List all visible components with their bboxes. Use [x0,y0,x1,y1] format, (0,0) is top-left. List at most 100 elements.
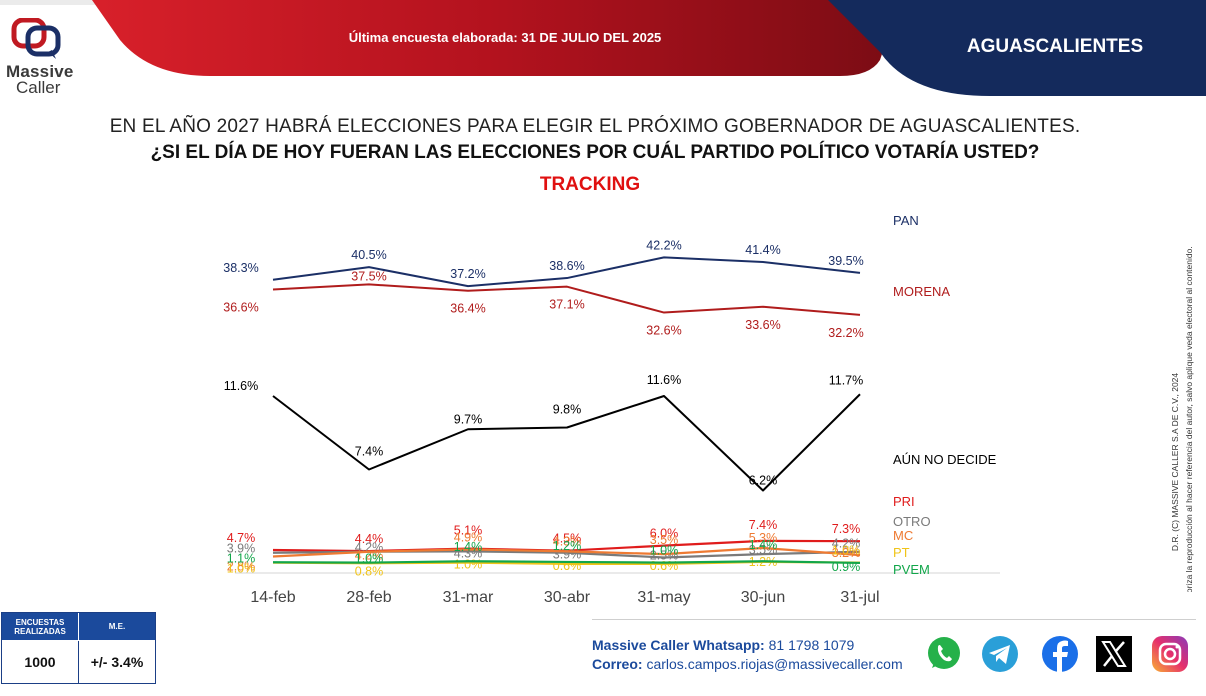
margin-error-value: +/- 3.4% [90,654,144,670]
x-tick-label: 30-jun [741,589,785,606]
data-label-pvem: 1.2% [553,539,582,553]
series-line-pan [272,256,861,288]
data-label-pvem: 0.9% [832,560,861,574]
copyright-line-2: Se autoriza la reproducción al hacer ref… [1184,246,1194,592]
data-label-morena: 37.5% [351,269,386,283]
series-line-pvem [272,560,861,565]
data-label-pt: 1.0% [227,562,256,576]
x-tick-label: 31-mar [443,589,494,606]
legend-label-pt: PT [893,545,910,560]
data-label-morena: 37.1% [549,298,584,312]
data-label-morena: 36.6% [223,301,258,315]
email-label: Correo: [592,656,643,672]
data-label-pri: 6.0% [650,527,679,541]
question-line-1: EN EL AÑO 2027 HABRÁ ELECCIONES PARA ELE… [109,116,1081,137]
data-label-mc: 4.3% [553,534,582,548]
data-label-mc: 4.2% [355,549,384,563]
data-label-mc: 5.3% [749,531,778,545]
data-label-pri: 4.7% [227,531,256,545]
question-line-2: ¿SI EL DÍA DE HOY FUERAN LAS ELECCIONES … [150,142,1040,163]
data-label-pan: 38.6% [549,259,584,273]
data-label-otro: 3.9% [227,542,256,556]
massive-caller-logo: Massive Caller [6,17,78,100]
email-address[interactable]: carlos.campos.riojas@massivecaller.com [646,656,903,672]
data-label-a-n-no-decide: 9.8% [553,403,582,417]
data-label-pan: 40.5% [351,248,386,262]
data-label-a-n-no-decide: 7.4% [355,445,384,459]
data-label-pri: 4.4% [355,532,384,546]
data-label-pri: 5.1% [454,524,483,538]
series-line-morena [272,283,861,316]
data-label-a-n-no-decide: 6.2% [749,474,778,488]
data-label-a-n-no-decide: 11.6% [647,373,682,387]
telegram-icon[interactable] [980,634,1020,674]
x-tick-label: 28-feb [346,589,391,606]
email-contact: Correo: carlos.campos.riojas@massivecall… [592,656,903,672]
data-label-mc: 3.2% [832,546,861,560]
data-label-pan: 37.2% [450,267,485,281]
x-tick-label: 31-may [637,589,690,606]
data-label-pt: 1.0% [454,558,483,572]
whatsapp-icon[interactable] [924,634,964,674]
data-label-pvem: 1.0% [650,544,679,558]
surveys-header: ENCUESTAS REALIZADAS [2,613,78,640]
data-label-a-n-no-decide: 9.7% [454,412,483,426]
legend-label-pri: PRI [893,494,915,509]
whatsapp-contact: Massive Caller Whatsapp: 81 1798 1079 [592,637,854,653]
legend-label-morena: MORENA [893,284,950,299]
data-label-pan: 42.2% [646,238,681,252]
data-label-morena: 32.2% [828,326,863,340]
data-label-a-n-no-decide: 11.6% [224,379,259,393]
copyright-note: D.R. (C) MASSIVE CALLER S.A DE C.V., 202… [1170,246,1194,592]
data-label-pvem: 1.4% [749,538,778,552]
data-label-pri: 7.3% [832,522,861,536]
x-icon[interactable] [1094,634,1134,674]
data-label-otro: 2.5% [650,549,679,563]
instagram-icon[interactable] [1150,634,1190,674]
data-label-pt: 0.8% [355,564,384,578]
data-label-otro: 3.5% [749,543,778,557]
x-tick-label: 31-jul [840,589,879,606]
data-label-pri: 4.5% [553,532,582,546]
data-label-morena: 36.4% [450,302,485,316]
header-banner [0,0,1206,96]
data-label-pvem: 1.4% [454,540,483,554]
legend-label-otro: OTRO [893,514,931,529]
data-label-a-n-no-decide: 11.7% [829,373,864,387]
data-label-pvem: 1.1% [227,551,256,565]
data-label-pvem: 1.0% [355,552,384,566]
x-tick-label: 14-feb [250,589,295,606]
copyright-line-1: D.R. (C) MASSIVE CALLER S.A DE C.V., 202… [1170,373,1180,552]
chart-title: TRACKING [539,174,641,195]
series-line-mc [272,546,861,558]
surveys-value: 1000 [2,641,79,683]
legend-label-pvem: PVEM [893,562,930,577]
facebook-icon[interactable] [1040,634,1080,674]
whatsapp-label: Massive Caller Whatsapp: [592,637,765,653]
legend-label-a-n-no-decide: AÚN NO DECIDE [893,452,997,467]
series-line-a-n-no-decide [272,393,861,492]
data-label-morena: 33.6% [745,318,780,332]
survey-info-table: ENCUESTAS REALIZADAS M.E. 1000 +/- 3.4% [1,612,156,684]
logo-text-massive: Massive [6,62,74,81]
data-label-pt: 0.6% [650,559,679,573]
logo-text-caller: Caller [16,78,61,97]
data-label-otro: 4.2% [832,537,861,551]
margin-error-header: M.E. [79,613,155,640]
footer-divider [592,619,1196,620]
data-label-mc: 3.5% [650,533,679,547]
data-label-pan: 38.3% [223,261,258,275]
data-label-mc: 2.8% [227,559,256,573]
data-label-pan: 41.4% [745,243,780,257]
data-label-pt: 1.0% [832,544,861,558]
region-title: AGUASCALIENTES [966,36,1144,57]
legend-label-pan: PAN [893,213,919,228]
x-tick-label: 30-abr [544,589,591,606]
data-label-morena: 32.6% [646,324,681,338]
last-survey-date: Última encuesta elaborada: 31 DE JULIO D… [348,30,662,45]
legend-label-mc: MC [893,528,913,543]
data-label-mc: 4.9% [454,530,483,544]
whatsapp-number[interactable]: 81 1798 1079 [768,637,855,653]
tracking-line-chart: 38.3% 40.5% 37.2% 38.6% 42.2% 41.4% 39.5% PAN 36… [223,213,1000,606]
logo-mark-icon [11,17,61,59]
